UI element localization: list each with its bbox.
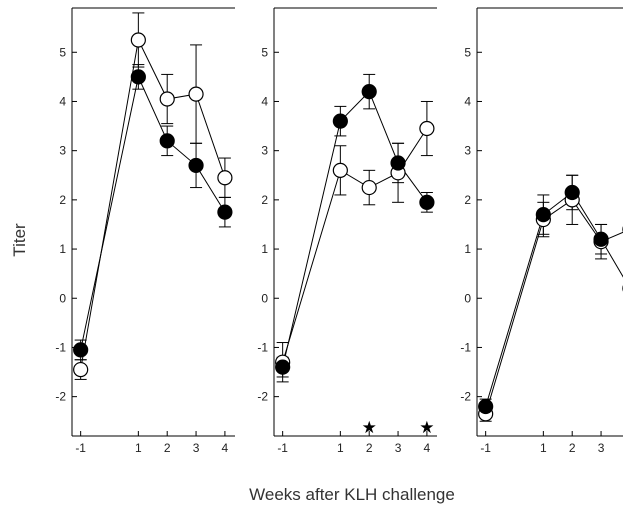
y-tick-label: -2: [257, 390, 268, 404]
open-point: [332, 162, 348, 178]
open-point: [130, 32, 146, 48]
y-tick-label: 1: [59, 242, 66, 256]
series-line: [282, 90, 428, 368]
x-tick-label: 2: [366, 441, 373, 455]
y-tick-label: -1: [460, 340, 471, 354]
x-tick-label: 1: [540, 441, 547, 455]
y-tick-label: 0: [464, 291, 471, 305]
filled-point: [275, 359, 291, 375]
filled-point: [73, 342, 89, 358]
y-tick-label: 5: [464, 45, 471, 59]
chart-panels: -2 -1 0 1 2 3 4 5 -1 1 2 3 4 -2 -1 0 1 2 3 4 5 -1 1 2 3 4 ★ ★ -2 -1 0 1…: [55, 7, 623, 455]
filled-point: [478, 398, 494, 415]
filled-point: [419, 194, 435, 210]
filled-point: [593, 231, 609, 247]
panel-2: -2 -1 0 1 2 3 4 5 -1 1 2 3 4 ★ ★: [257, 7, 437, 455]
y-tick-label: 4: [464, 94, 471, 108]
x-tick-label: -1: [277, 441, 288, 455]
y-tick-label: 0: [261, 291, 268, 305]
x-tick-label: 4: [424, 441, 431, 455]
y-tick-label: 4: [261, 94, 268, 108]
x-tick-label: 3: [395, 441, 402, 455]
y-tick-label: -2: [55, 390, 66, 404]
panel-1: -2 -1 0 1 2 3 4 5 -1 1 2 3 4: [55, 7, 235, 455]
x-tick-label: -1: [480, 441, 491, 455]
x-tick-label: 2: [569, 441, 576, 455]
y-tick-label: 3: [59, 144, 66, 158]
filled-point: [535, 207, 551, 223]
y-tick-label: -1: [257, 340, 268, 354]
filled-point: [564, 184, 580, 201]
filled-point: [130, 69, 146, 85]
x-tick-label: 3: [598, 441, 605, 455]
x-axis-title: Weeks after KLH challenge: [249, 485, 455, 504]
filled-point: [188, 157, 204, 174]
open-point: [159, 91, 175, 107]
series-line: [80, 75, 226, 351]
y-tick-label: 3: [261, 144, 268, 158]
x-tick-label: 1: [135, 441, 142, 455]
y-tick-label: 2: [464, 193, 471, 207]
y-tick-label: -2: [460, 390, 471, 404]
filled-point: [390, 155, 406, 171]
open-point: [73, 361, 89, 378]
filled-point: [159, 133, 175, 149]
y-tick-label: 1: [261, 242, 268, 256]
x-tick-label: 1: [337, 441, 344, 455]
filled-point: [332, 113, 348, 129]
open-point: [419, 120, 435, 137]
y-tick-label: 4: [59, 94, 66, 108]
series-line: [80, 38, 226, 370]
y-tick-label: 0: [59, 291, 66, 305]
y-tick-label: 2: [261, 193, 268, 207]
y-tick-label: 5: [261, 45, 268, 59]
y-axis-title: Titer: [10, 223, 29, 257]
filled-point: [361, 84, 377, 100]
y-tick-label: 2: [59, 193, 66, 207]
filled-point: [217, 204, 233, 220]
x-tick-label: 2: [164, 441, 171, 455]
y-tick-label: -1: [55, 340, 66, 354]
open-point: [217, 170, 233, 186]
y-tick-label: 3: [464, 144, 471, 158]
x-tick-label: -1: [75, 441, 86, 455]
significance-star: ★: [362, 418, 377, 438]
significance-star: ★: [419, 418, 434, 438]
open-point: [188, 86, 204, 102]
y-tick-label: 5: [59, 45, 66, 59]
y-tick-label: 1: [464, 242, 471, 256]
x-tick-label: 4: [222, 441, 229, 455]
open-point: [361, 179, 377, 196]
x-tick-label: 3: [193, 441, 200, 455]
